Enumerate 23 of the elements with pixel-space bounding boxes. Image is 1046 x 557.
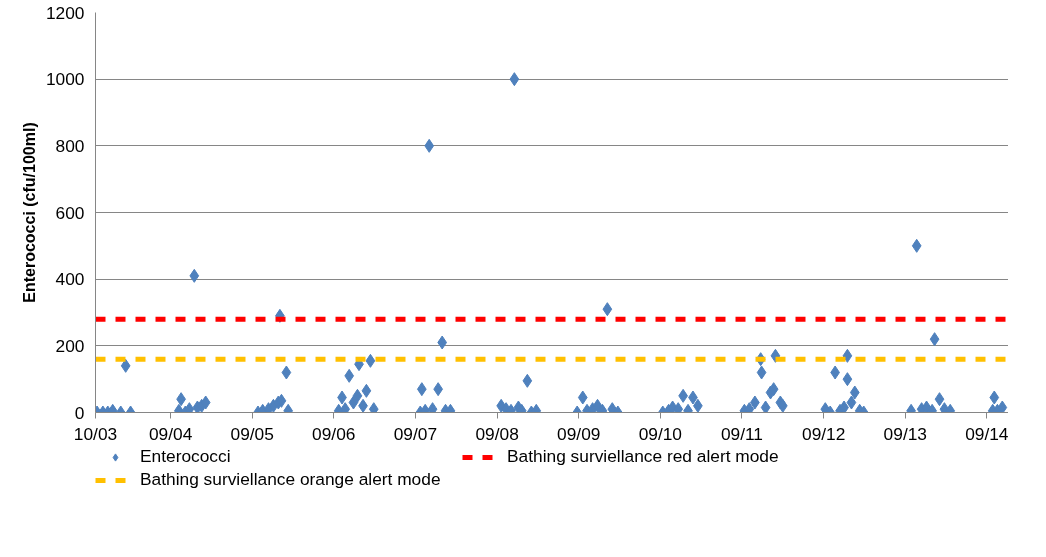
legend-label: Bathing surviellance red alert mode <box>507 446 780 467</box>
y-tick-label: 200 <box>55 335 85 356</box>
legend-label: Bathing surviellance orange alert mode <box>140 469 442 490</box>
y-tick-label: 1200 <box>45 2 85 23</box>
x-tick-label: 09/11 <box>720 423 763 444</box>
x-tick-label: 09/05 <box>230 423 274 444</box>
x-tick-label: 09/08 <box>475 423 519 444</box>
x-tick-label: 09/09 <box>557 423 601 444</box>
legend-label: Enterococci <box>140 446 232 467</box>
y-tick-label: 800 <box>55 135 85 156</box>
y-axis-title: Enterococci (cfu/100ml) <box>20 122 38 303</box>
x-tick-label: 09/04 <box>148 423 193 444</box>
x-tick-label: 09/14 <box>965 423 1009 444</box>
y-tick-label: 1000 <box>45 69 85 90</box>
y-tick-label: 600 <box>55 202 85 223</box>
y-tick-label: 0 <box>74 402 85 423</box>
x-tick-label: 09/10 <box>638 423 683 444</box>
y-tick-label: 400 <box>55 269 85 290</box>
x-tick-label: 09/13 <box>883 423 927 444</box>
x-tick-label: 09/12 <box>802 423 846 444</box>
x-tick-label: 09/06 <box>312 423 356 444</box>
x-tick-label: 10/03 <box>73 423 118 444</box>
x-tick-label: 09/07 <box>393 423 438 444</box>
